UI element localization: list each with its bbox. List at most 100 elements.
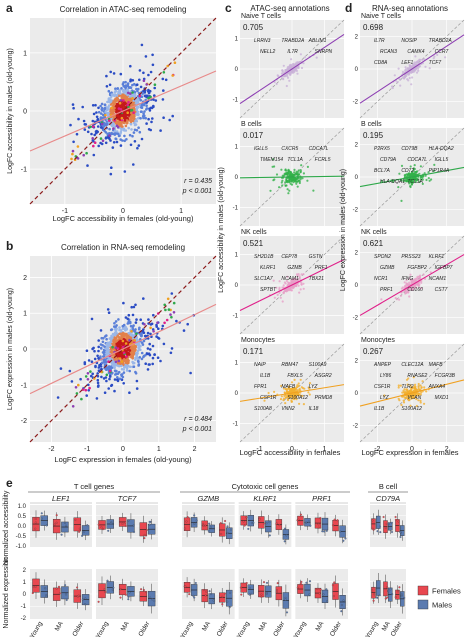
facet-point: [306, 179, 309, 182]
facet-point: [299, 178, 302, 181]
annotated-point: [129, 92, 132, 95]
data-point: [147, 117, 150, 121]
facet-title: Monocytes: [241, 337, 275, 344]
data-point: [153, 353, 156, 356]
facet-point: [290, 381, 294, 384]
facet-point: [394, 297, 397, 300]
data-point: [122, 323, 126, 327]
facet-point: [286, 76, 290, 79]
facet-point: [281, 300, 284, 303]
box-point: [32, 585, 35, 588]
gene-label: CDCA7L: [309, 146, 329, 152]
facet-point: [293, 378, 296, 381]
box-point: [403, 596, 406, 599]
category-label: Older: [216, 620, 230, 637]
box-point: [265, 592, 268, 595]
data-point: [95, 111, 98, 114]
data-point: [107, 367, 110, 371]
facet-point: [409, 185, 412, 188]
data-point: [119, 92, 122, 95]
facet-title: Monocytes: [361, 337, 395, 344]
annotated-point: [93, 141, 97, 144]
annotated-point: [92, 144, 95, 148]
data-point: [87, 359, 91, 362]
box-point: [316, 587, 319, 590]
panel-d-title: RNA-seq annotations: [372, 4, 448, 13]
annotated-point: [99, 137, 103, 140]
data-point: [112, 102, 116, 106]
data-point: [151, 344, 155, 348]
gene-name: CD79A: [376, 494, 400, 503]
box-point: [317, 526, 320, 529]
gene-label: MAFB: [281, 384, 296, 390]
annotated-point: [130, 108, 134, 112]
annotated-point: [84, 375, 88, 378]
box-point: [331, 584, 334, 587]
facet-point: [306, 165, 309, 168]
facet-point: [273, 390, 276, 393]
box-point: [278, 524, 281, 527]
box-point: [140, 588, 143, 591]
facet-point: [285, 396, 288, 399]
facet-point: [415, 277, 418, 280]
box-point: [209, 526, 212, 529]
gene-label: CCR7: [435, 49, 449, 55]
box-point: [332, 524, 335, 527]
annotated-point: [121, 339, 125, 343]
annotated-point: [128, 338, 131, 342]
facet-point: [280, 72, 284, 75]
box-point: [318, 592, 321, 595]
data-point: [152, 105, 155, 109]
facet-point: [301, 177, 304, 180]
data-point: [95, 115, 99, 119]
box-point: [74, 518, 77, 521]
facet-point: [408, 76, 411, 80]
annotated-point: [117, 359, 121, 363]
box-point: [398, 586, 401, 589]
gene-name: LEF1: [52, 494, 70, 503]
panel-a-ylabel: LogFC accessibility in males (old-young): [7, 48, 14, 174]
facet-point: [300, 66, 304, 70]
y-tick-label: 0: [355, 283, 359, 289]
data-point: [118, 340, 121, 344]
data-point: [105, 368, 108, 372]
facet-point: [286, 171, 289, 175]
box-point: [145, 590, 148, 593]
annotated-point: [71, 152, 74, 156]
box-point: [127, 595, 130, 598]
facet-title: B cells: [361, 121, 382, 128]
data-point: [128, 365, 132, 369]
facet-point: [397, 386, 400, 389]
gene-label: IL18: [309, 406, 319, 412]
x-tick-label: 0: [290, 446, 294, 453]
data-point: [99, 356, 102, 360]
facet-point: [290, 390, 293, 393]
data-point: [141, 343, 145, 346]
box-point: [86, 524, 89, 527]
data-point: [103, 391, 107, 395]
annotated-point: [119, 108, 123, 111]
data-point: [149, 128, 152, 132]
legend-label: Males: [432, 601, 452, 610]
data-point: [135, 83, 139, 86]
gene-name: PRF1: [312, 494, 331, 503]
data-point: [182, 329, 186, 332]
gene-label: CD79B: [401, 146, 418, 152]
data-point: [105, 342, 109, 346]
annotated-point: [108, 119, 111, 122]
data-point: [143, 110, 146, 113]
y-tick-label: -0.5: [16, 534, 27, 540]
panel-b-ylabel: LogFC expression in males (old-young): [7, 288, 14, 410]
data-point: [93, 133, 96, 137]
data-point: [168, 118, 171, 122]
data-point: [107, 365, 111, 368]
box-point: [53, 523, 56, 526]
data-point: [132, 117, 136, 121]
annotated-point: [162, 71, 166, 74]
gene-label: NOSIP: [401, 38, 417, 44]
data-point: [117, 117, 120, 120]
box-point: [385, 522, 388, 525]
data-point: [126, 335, 129, 338]
panel-d: RNA-seq annotations Naive T cells 0.698 IL…: [340, 4, 465, 457]
data-point: [97, 144, 100, 148]
